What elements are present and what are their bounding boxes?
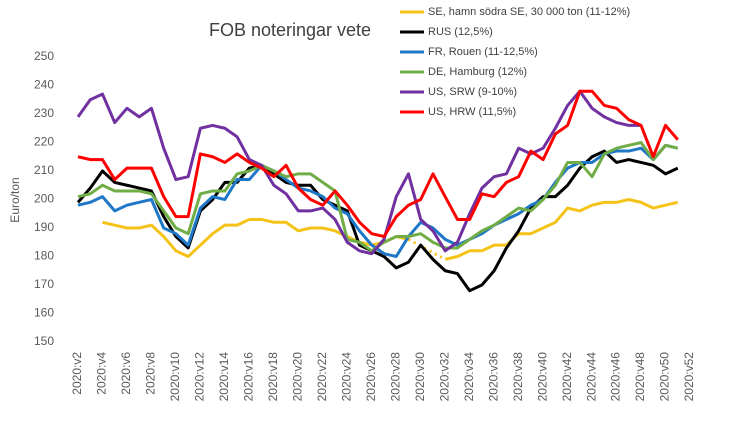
series-line (77, 89, 679, 239)
chart-title: FOB noteringar vete (209, 20, 371, 40)
x-tick-label: 2020:v48 (633, 352, 647, 402)
legend-label: US, SRW (9-10%) (428, 86, 517, 98)
x-tick-label: 2020:v46 (609, 352, 623, 402)
x-tick-label: 2020:v22 (315, 352, 329, 402)
x-tick-label: 2020:v40 (535, 352, 549, 402)
y-axis-label: Euro/ton (8, 177, 22, 222)
x-tick-label: 2020:v50 (658, 352, 672, 402)
x-tick-label: 2020:v36 (486, 352, 500, 402)
x-tick-label: 2020:v14 (217, 352, 231, 402)
x-tick-label: 2020:v26 (364, 352, 378, 402)
x-tick-label: 2020:v10 (168, 352, 182, 402)
series-line (76, 89, 642, 256)
series-line (444, 198, 679, 261)
x-tick-label: 2020:v24 (339, 352, 353, 402)
x-tick-label: 2020:v42 (560, 352, 574, 402)
y-tick-label: 150 (34, 334, 54, 348)
x-tick-label: 2020:v20 (290, 352, 304, 402)
series-line (76, 149, 679, 293)
y-tick-label: 170 (34, 277, 54, 291)
legend-label: DE, Hamburg (12%) (428, 66, 527, 78)
x-tick-label: 2020:v32 (437, 352, 451, 402)
x-tick-label: 2020:v2 (70, 352, 84, 395)
x-tick-label: 2020:v34 (462, 352, 476, 402)
y-tick-label: 160 (34, 306, 54, 320)
legend-label: SE, hamn södra SE, 30 000 ton (11-12%) (428, 6, 630, 18)
y-tick-label: 240 (34, 78, 54, 92)
x-tick-label: 2020:v38 (511, 352, 525, 402)
y-tick-label: 190 (34, 220, 54, 234)
x-tick-label: 2020:v52 (682, 352, 696, 402)
x-tick-label: 2020:v16 (242, 352, 256, 402)
legend-label: RUS (12,5%) (428, 26, 493, 38)
y-tick-label: 230 (34, 106, 54, 120)
x-tick-label: 2020:v28 (388, 352, 402, 402)
legend-label: US, HRW (11,5%) (428, 106, 516, 118)
x-tick-label: 2020:v18 (266, 352, 280, 402)
y-tick-label: 210 (34, 163, 54, 177)
legend-label: FR, Rouen (11-12,5%) (428, 46, 538, 58)
x-tick-label: 2020:v30 (413, 352, 427, 402)
x-tick-label: 2020:v44 (584, 352, 598, 402)
x-tick-label: 2020:v4 (95, 352, 109, 395)
y-tick-label: 250 (34, 49, 54, 63)
gap-bridge (407, 238, 446, 261)
x-tick-label: 2020:v12 (193, 352, 207, 402)
x-tick-label: 2020:v8 (144, 352, 158, 395)
y-tick-label: 200 (34, 192, 54, 206)
y-tick-label: 180 (34, 249, 54, 263)
y-tick-label: 220 (34, 135, 54, 149)
x-tick-label: 2020:v6 (119, 352, 133, 395)
